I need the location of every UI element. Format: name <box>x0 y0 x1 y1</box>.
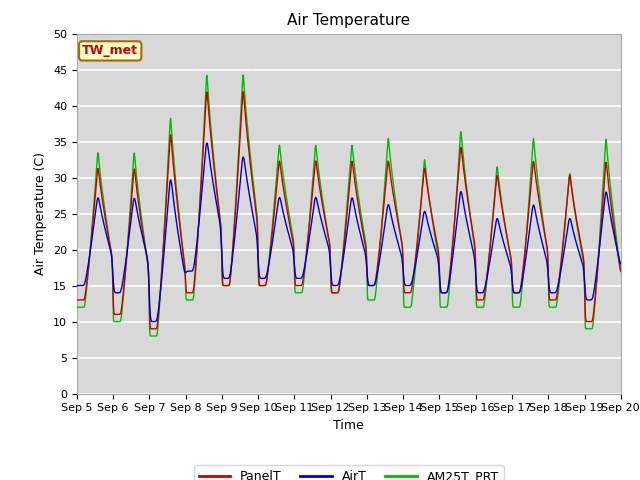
PanelT <box>181 267 189 273</box>
AirT <box>203 140 211 146</box>
AirT <box>553 287 561 292</box>
AM25T_PRT <box>255 283 263 288</box>
Legend: PanelT, AirT, AM25T_PRT: PanelT, AirT, AM25T_PRT <box>194 465 504 480</box>
AirT <box>255 273 263 278</box>
PanelT <box>505 244 513 250</box>
AM25T_PRT <box>239 72 247 78</box>
AirT <box>73 283 81 288</box>
Y-axis label: Air Temperature (C): Air Temperature (C) <box>35 152 47 275</box>
PanelT <box>73 297 81 303</box>
Text: TW_met: TW_met <box>82 44 138 58</box>
AM25T_PRT <box>195 229 202 235</box>
Line: AirT: AirT <box>77 143 621 322</box>
AM25T_PRT <box>147 333 155 339</box>
AM25T_PRT <box>181 266 189 272</box>
PanelT <box>617 268 625 274</box>
PanelT <box>195 228 202 234</box>
AirT <box>181 269 189 275</box>
PanelT <box>434 244 442 250</box>
X-axis label: Time: Time <box>333 419 364 432</box>
AM25T_PRT <box>553 300 561 306</box>
AirT <box>617 261 625 267</box>
AM25T_PRT <box>617 268 625 274</box>
PanelT <box>255 282 263 288</box>
Line: AM25T_PRT: AM25T_PRT <box>77 75 621 336</box>
Line: PanelT: PanelT <box>77 92 621 329</box>
AM25T_PRT <box>73 304 81 310</box>
PanelT <box>148 326 156 332</box>
AirT <box>149 319 157 324</box>
AirT <box>505 257 513 263</box>
AM25T_PRT <box>505 245 513 251</box>
AM25T_PRT <box>434 252 442 257</box>
PanelT <box>239 89 247 95</box>
Title: Air Temperature: Air Temperature <box>287 13 410 28</box>
PanelT <box>553 293 561 299</box>
AirT <box>434 256 442 262</box>
AirT <box>195 228 202 234</box>
